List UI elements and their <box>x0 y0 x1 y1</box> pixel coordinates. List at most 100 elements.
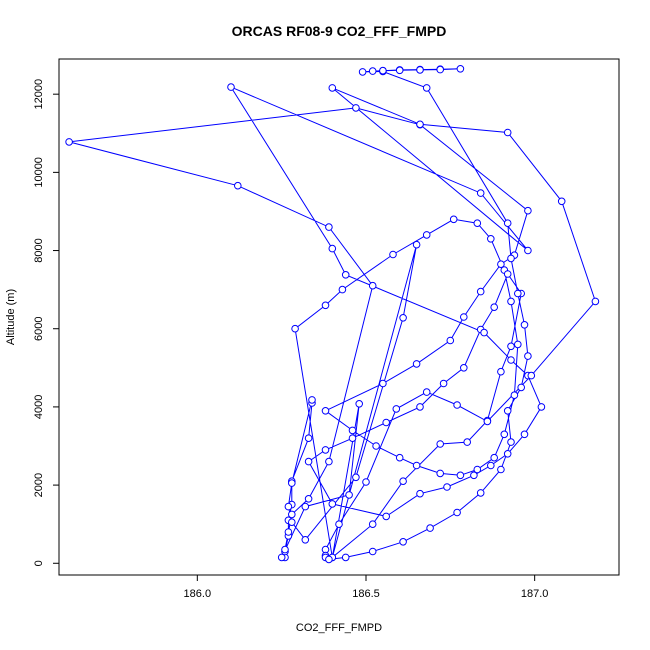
data-point <box>510 391 519 400</box>
data-point <box>304 457 313 466</box>
data-point <box>288 518 296 527</box>
x-tick-label: 186.5 <box>352 588 380 600</box>
data-point <box>341 271 350 279</box>
data-point <box>281 545 289 554</box>
data-point <box>524 352 532 360</box>
data-point <box>65 138 73 146</box>
data-point <box>487 461 495 470</box>
data-point <box>389 250 397 259</box>
x-tick-label: 186.0 <box>184 588 212 600</box>
data-point <box>382 418 391 427</box>
data-point <box>439 379 448 388</box>
data-point <box>480 328 488 337</box>
data-point <box>453 401 461 409</box>
data-point <box>449 215 458 224</box>
data-point <box>234 181 242 190</box>
data-point <box>476 189 485 197</box>
data-point <box>520 321 529 329</box>
data-point <box>355 400 364 408</box>
data-point <box>335 520 343 529</box>
data-point <box>426 524 434 532</box>
data-point <box>399 477 407 486</box>
data-point <box>352 104 360 112</box>
data-point <box>341 553 350 562</box>
y-tick-label: 10000 <box>33 157 45 188</box>
data-point <box>507 342 515 351</box>
data-point <box>325 555 333 564</box>
data-point <box>507 356 515 364</box>
y-tick-label: 2000 <box>33 473 45 497</box>
data-point <box>503 219 512 227</box>
data-point <box>416 120 424 129</box>
data-point <box>537 403 546 411</box>
data-point <box>379 66 387 75</box>
y-tick-label: 0 <box>33 560 45 566</box>
data-point <box>514 289 522 298</box>
x-axis-label: CO2_FFF_FMPD <box>296 622 382 634</box>
data-point <box>304 434 313 443</box>
data-point <box>321 407 330 415</box>
data-point <box>436 65 445 74</box>
data-point <box>497 260 505 269</box>
data-point <box>368 281 377 290</box>
data-point <box>503 450 512 458</box>
data-point <box>443 483 451 491</box>
y-tick-label: 12000 <box>33 79 45 110</box>
data-point <box>524 246 532 255</box>
data-point <box>345 491 353 499</box>
data-point <box>308 396 316 404</box>
data-point <box>284 528 293 536</box>
data-point <box>460 313 468 321</box>
data-point <box>507 297 515 306</box>
plot-frame <box>58 58 620 576</box>
data-point <box>527 371 536 380</box>
data-point <box>291 324 299 333</box>
data-point <box>328 244 337 253</box>
data-point <box>321 446 330 454</box>
data-point <box>524 206 532 215</box>
data-point <box>476 489 485 497</box>
data-point <box>470 471 478 480</box>
data-point <box>277 553 286 562</box>
data-point <box>301 502 310 511</box>
data-point <box>463 438 472 446</box>
data-point <box>368 547 377 556</box>
data-point <box>416 66 424 74</box>
data-point <box>325 223 333 231</box>
data-point <box>362 478 370 486</box>
y-tick-label: 6000 <box>33 316 45 340</box>
x-tick-label: 187.0 <box>521 588 549 600</box>
data-point <box>338 285 347 294</box>
data-point <box>460 364 468 372</box>
y-axis-label: Altitude (m) <box>5 289 17 345</box>
data-point <box>503 270 512 278</box>
data-point <box>456 471 465 480</box>
y-tick-label: 4000 <box>33 395 45 419</box>
data-point <box>507 254 515 263</box>
data-point <box>412 360 421 368</box>
data-point <box>348 434 357 443</box>
x-axis: 186.0 186.5 187.0 <box>184 575 549 600</box>
data-point <box>368 67 377 75</box>
data-point <box>284 502 293 511</box>
data-point <box>487 235 495 243</box>
chart-title: ORCAS RF08-9 CO2_FFF_FMPD <box>232 23 447 39</box>
data-point <box>304 495 313 503</box>
data-point <box>412 240 421 249</box>
data-point <box>352 473 360 482</box>
data-point <box>446 336 455 345</box>
data-point <box>288 479 296 487</box>
data-point <box>325 457 333 466</box>
data-point <box>412 461 421 470</box>
data-point <box>416 403 424 411</box>
data-point <box>399 538 407 546</box>
data-point <box>416 489 424 498</box>
data-point <box>483 417 492 426</box>
data-point <box>436 440 445 448</box>
data-point <box>557 197 566 206</box>
data-point <box>328 84 337 92</box>
data-point <box>473 465 482 474</box>
data-point <box>503 407 512 415</box>
data-point <box>227 83 235 91</box>
